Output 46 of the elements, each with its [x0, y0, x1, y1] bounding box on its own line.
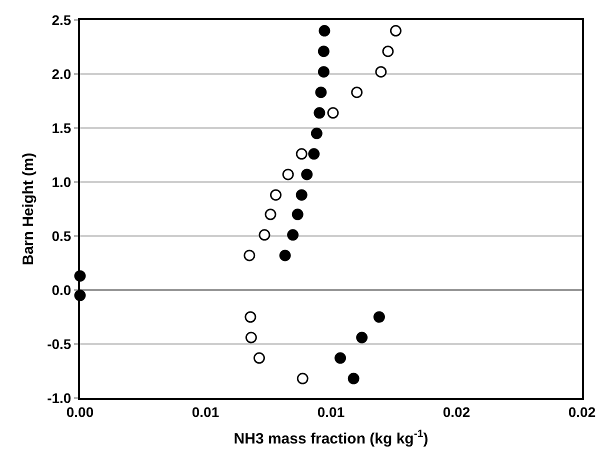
point: [296, 148, 308, 160]
point: [315, 86, 327, 98]
point: [244, 311, 256, 323]
point: [351, 86, 363, 98]
y-tick-label: -1.0: [47, 390, 72, 406]
point: [270, 189, 282, 201]
y-tick-label: 2.5: [52, 12, 72, 28]
point: [348, 372, 360, 384]
point: [245, 332, 257, 344]
point: [292, 208, 304, 220]
x-tick-label: 0.02: [568, 404, 596, 420]
point: [356, 332, 368, 344]
point: [310, 128, 322, 140]
point: [382, 46, 394, 58]
point: [258, 229, 270, 241]
point: [318, 25, 330, 37]
point: [390, 25, 402, 37]
point: [308, 148, 320, 160]
point: [282, 168, 294, 180]
y-tick-label: 0.5: [52, 228, 72, 244]
x-tick-label: 0.01: [317, 404, 345, 420]
point: [373, 311, 385, 323]
point: [296, 372, 308, 384]
point: [314, 107, 326, 119]
point: [318, 46, 330, 58]
point: [296, 189, 308, 201]
point: [375, 66, 387, 78]
y-tick-label: 2.0: [52, 66, 72, 82]
point: [264, 208, 276, 220]
y-tick-label: 1.0: [52, 174, 72, 190]
point: [253, 352, 265, 364]
x-tick-label: 0.01: [192, 404, 220, 420]
y-axis-title: Barn Height (m): [20, 152, 37, 266]
point: [318, 66, 330, 78]
point: [287, 229, 299, 241]
point: [301, 168, 313, 180]
x-axis-title: NH3 mass fraction (kg kg$^{-1}$): [234, 428, 428, 448]
y-tick-label: -0.5: [47, 336, 72, 352]
y-tick-label: 0.0: [52, 282, 72, 298]
point: [327, 107, 339, 119]
x-tick-label: 0.00: [66, 404, 94, 420]
point: [334, 352, 346, 364]
point: [244, 250, 256, 262]
y-tick-label: 1.5: [52, 120, 72, 136]
x-tick-label: 0.02: [442, 404, 470, 420]
point: [279, 250, 291, 262]
